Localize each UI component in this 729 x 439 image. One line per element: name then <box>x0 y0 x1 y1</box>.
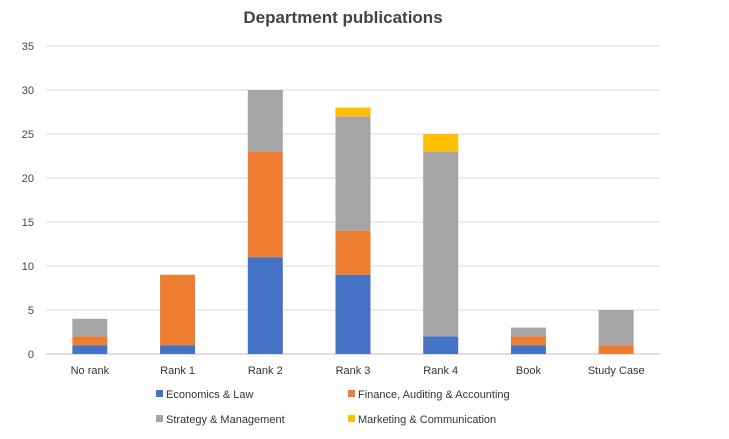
x-axis-labels: No rank Rank 1 Rank 2 Rank 3 Rank 4 Book Study… <box>71 365 645 377</box>
bar-segment <box>335 274 371 354</box>
x-tick-label: No rank <box>71 365 110 377</box>
legend-swatch <box>156 390 163 397</box>
bar-segment <box>510 336 546 346</box>
y-tick-label: 25 <box>22 129 34 141</box>
legend-label: Strategy & Management <box>166 414 285 426</box>
bar-segment <box>247 257 283 354</box>
legend-label: Economics & Law <box>166 389 253 401</box>
bar-segment <box>247 151 283 258</box>
y-tick-label: 15 <box>22 217 34 229</box>
x-tick-label: Study Case <box>588 365 645 377</box>
y-axis-ticks: 0 5 10 15 20 25 30 35 <box>22 41 34 361</box>
bar-segment <box>72 318 108 337</box>
bar-segment <box>510 345 546 354</box>
legend-swatch <box>348 390 355 397</box>
chart-title: Department publications <box>243 8 442 27</box>
legend: Economics & Law Finance, Auditing & Accou… <box>156 389 510 426</box>
y-tick-label: 35 <box>22 41 34 53</box>
x-tick-label: Rank 1 <box>160 365 195 377</box>
bar-segment <box>423 151 459 337</box>
bar-segment <box>423 336 459 354</box>
bar-segment <box>160 274 196 346</box>
bar-segment <box>160 345 196 354</box>
legend-swatch <box>156 415 163 422</box>
x-tick-label: Rank 2 <box>248 365 283 377</box>
y-tick-label: 20 <box>22 173 34 185</box>
x-tick-label: Rank 4 <box>423 365 458 377</box>
legend-label: Finance, Auditing & Accounting <box>358 389 510 401</box>
bar-segment <box>598 310 634 346</box>
bar-segment <box>72 336 108 346</box>
x-tick-label: Rank 3 <box>336 365 371 377</box>
y-tick-label: 10 <box>22 261 34 273</box>
legend-label: Marketing & Communication <box>358 414 496 426</box>
y-tick-label: 30 <box>22 85 34 97</box>
bar-segment <box>423 134 459 152</box>
bar-segment <box>72 345 108 354</box>
y-tick-label: 0 <box>28 349 34 361</box>
bar-segment <box>335 230 371 275</box>
bar-segment <box>247 90 283 152</box>
bar-segment <box>598 345 634 354</box>
y-tick-label: 5 <box>28 305 34 317</box>
legend-swatch <box>348 415 355 422</box>
bar-segment <box>335 116 371 231</box>
bar-segment <box>335 107 371 117</box>
x-tick-label: Book <box>516 365 542 377</box>
bar-segment <box>510 327 546 337</box>
bars <box>72 90 634 354</box>
